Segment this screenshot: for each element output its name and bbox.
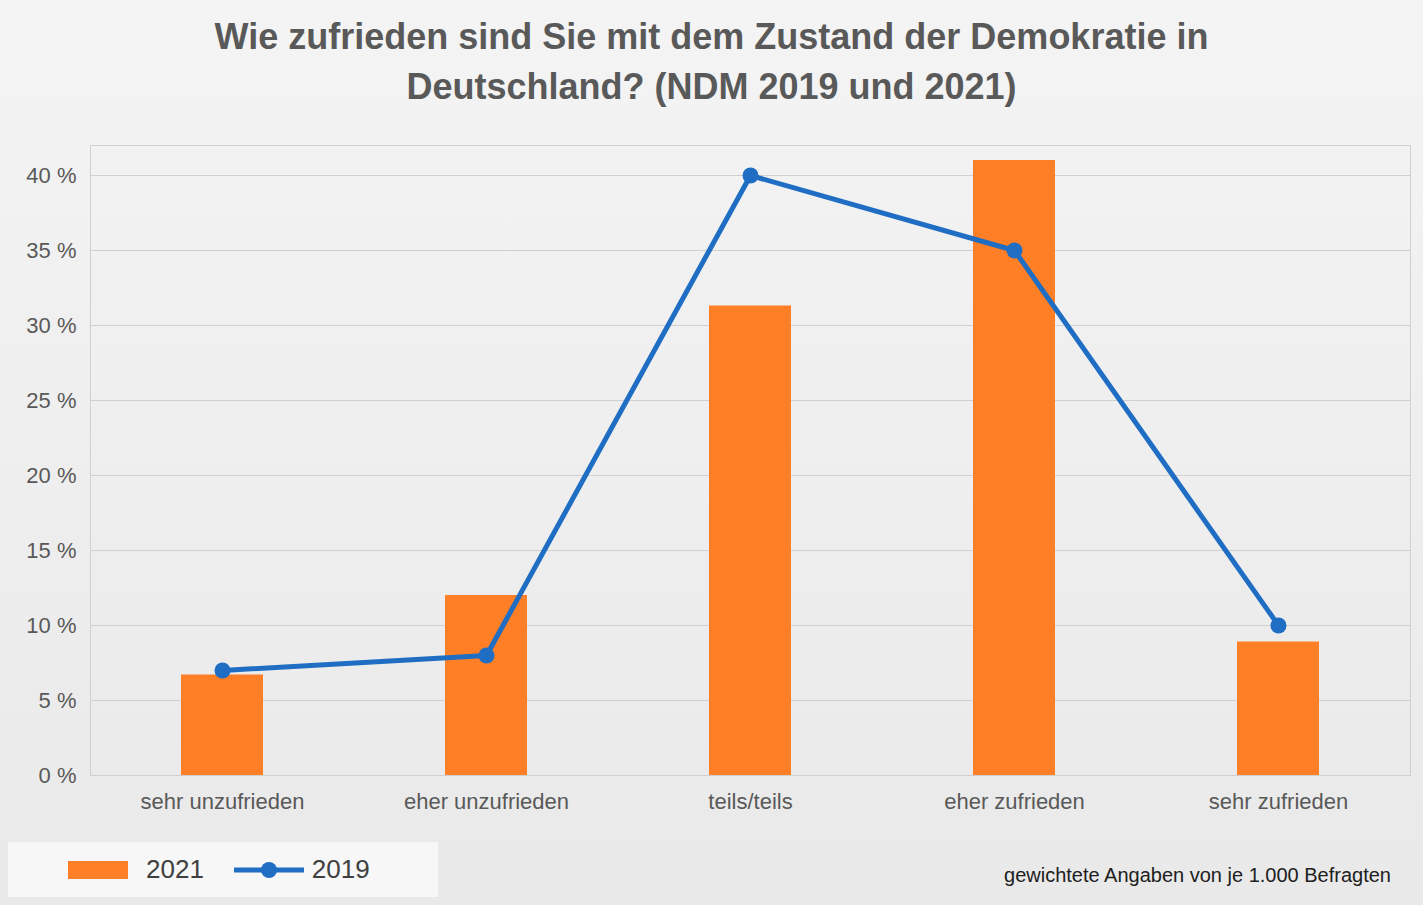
svg-text:teils/teils: teils/teils	[708, 789, 792, 814]
svg-text:5 %: 5 %	[39, 688, 77, 713]
html-text:Wie zufrieden sind Sie mit dem: Wie zufrieden sind Sie mit dem Zustand d…	[214, 16, 1209, 107]
svg-text:35 %: 35 %	[26, 238, 76, 263]
svg-text:25 %: 25 %	[26, 388, 76, 413]
html-text:2021: 2021	[146, 854, 204, 884]
svg-text:15 %: 15 %	[26, 538, 76, 563]
svg-text:eher unzufrieden: eher unzufrieden	[404, 789, 569, 814]
svg-text:40 %: 40 %	[26, 163, 76, 188]
svg-text:sehr zufrieden: sehr zufrieden	[1209, 789, 1348, 814]
svg-text:10 %: 10 %	[26, 613, 76, 638]
svg-text:30 %: 30 %	[26, 313, 76, 338]
html-text:2019: 2019	[311, 854, 370, 884]
svg-text:eher zufrieden: eher zufrieden	[944, 789, 1085, 814]
svg-text:sehr unzufrieden: sehr unzufrieden	[141, 789, 305, 814]
svg-text:20 %: 20 %	[26, 463, 76, 488]
svg-text:0 %: 0 %	[39, 763, 77, 788]
html-text:gewichtete Angaben von je 1.00: gewichtete Angaben von je 1.000 Befragte…	[1004, 864, 1391, 886]
